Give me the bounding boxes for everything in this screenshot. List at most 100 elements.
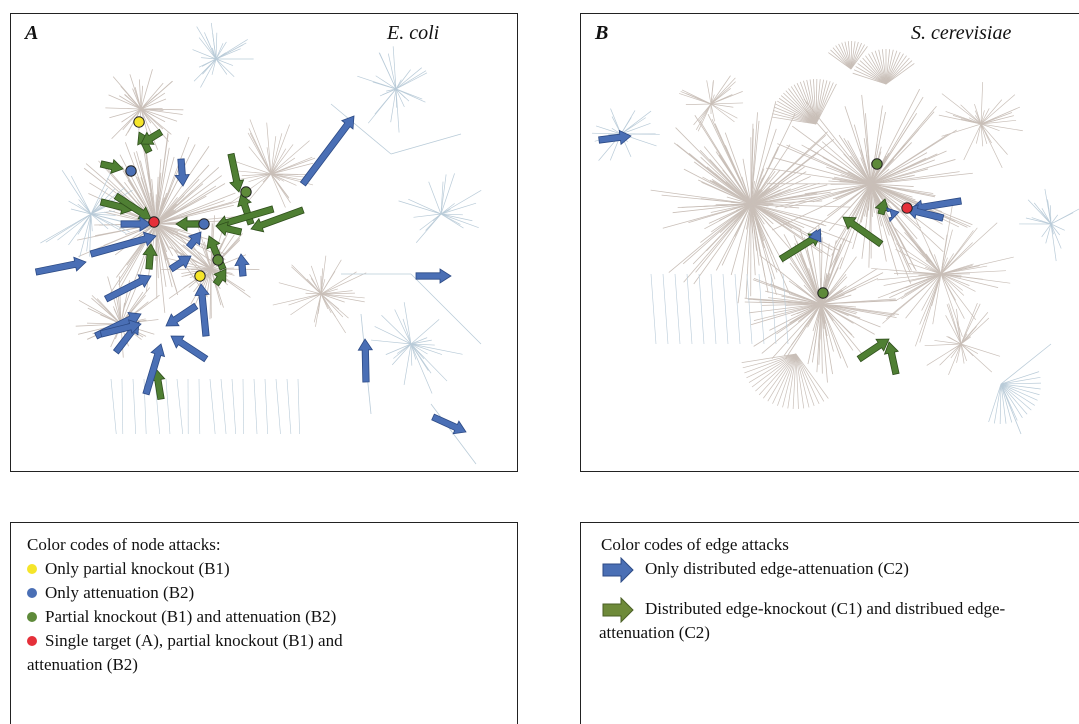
- network-edge: [320, 293, 349, 319]
- green-node: [240, 186, 252, 198]
- network-edge: [155, 175, 222, 225]
- network-edge: [748, 353, 797, 383]
- network-edge: [140, 108, 178, 122]
- network-edge: [241, 173, 272, 177]
- network-edge: [68, 213, 92, 246]
- network-edge: [87, 307, 122, 325]
- network-edge: [90, 213, 116, 216]
- network-edge: [963, 123, 982, 161]
- network-edge: [693, 103, 712, 126]
- network-edge: [820, 303, 861, 319]
- network-edge: [270, 165, 278, 175]
- network-edge: [750, 203, 851, 208]
- network-edge: [750, 183, 809, 205]
- yeast-network-graph: [591, 40, 1079, 435]
- network-edge: [777, 353, 797, 406]
- network-edge: [724, 132, 752, 205]
- network-edge: [750, 120, 760, 205]
- green-arrow: [250, 206, 305, 233]
- network-edge: [742, 353, 797, 369]
- network-edge: [650, 189, 752, 205]
- network-edge: [772, 109, 817, 125]
- network-edge: [975, 123, 982, 144]
- blue-node: [198, 218, 210, 230]
- network-edge: [940, 273, 965, 319]
- node-attack-legend: Color codes of node attacks: Only partia…: [10, 522, 518, 724]
- network-edge: [945, 315, 962, 345]
- network-edge: [320, 272, 367, 295]
- network-edge: [440, 190, 482, 215]
- network-edge: [215, 41, 227, 60]
- network-edge: [850, 44, 865, 70]
- network-edge: [124, 94, 142, 110]
- network-edge: [620, 123, 651, 135]
- network-edge: [980, 99, 1003, 125]
- network-edge: [386, 88, 397, 92]
- network-edge: [215, 58, 235, 77]
- network-edge: [885, 55, 907, 85]
- network-edge: [1000, 383, 1038, 401]
- network-edge: [870, 117, 915, 185]
- network-edge: [960, 343, 965, 364]
- network-edge: [753, 298, 822, 305]
- network-edge: [320, 290, 353, 295]
- network-edge: [202, 58, 217, 75]
- network-edge: [787, 353, 797, 409]
- network-edge: [722, 169, 752, 205]
- network-edge: [440, 202, 477, 215]
- network-edge: [291, 266, 322, 295]
- network-edge: [391, 343, 412, 366]
- network-edge: [868, 53, 887, 85]
- network-edge: [940, 265, 973, 275]
- network-edge: [710, 75, 731, 105]
- network-edge: [1000, 376, 1041, 385]
- network-edge: [783, 92, 817, 125]
- network-edge: [891, 224, 942, 275]
- green-arrow-icon: [602, 597, 634, 623]
- panel-b-organism: S. cerevisiae: [911, 22, 1012, 44]
- network-edge: [57, 213, 92, 241]
- network-edge: [750, 203, 848, 228]
- network-edge: [850, 40, 853, 70]
- network-edge: [1050, 214, 1059, 225]
- network-edge: [1041, 223, 1052, 238]
- network-edge: [679, 93, 712, 105]
- network-edge: [700, 198, 752, 205]
- network-edge: [948, 343, 962, 375]
- blue-arrow: [886, 207, 900, 223]
- blue-arrow: [174, 158, 190, 187]
- network-edge: [206, 268, 212, 296]
- network-edge: [98, 304, 122, 325]
- network-edge: [378, 52, 397, 90]
- network-edge: [820, 303, 856, 308]
- network-edge: [1000, 383, 1035, 406]
- network-edge: [939, 343, 962, 366]
- blue-arrow: [357, 338, 374, 383]
- network-edge: [270, 148, 287, 175]
- network-edge: [410, 343, 428, 355]
- network-edge: [806, 79, 817, 125]
- network-edge: [820, 303, 828, 383]
- network-edge: [796, 82, 817, 125]
- network-edge: [707, 114, 752, 205]
- network-edge: [272, 293, 322, 306]
- network-edge: [40, 213, 92, 244]
- green-node: [212, 254, 224, 266]
- network-edge: [932, 273, 942, 325]
- network-edge: [395, 72, 428, 90]
- network-edge: [674, 273, 681, 345]
- network-edge: [198, 378, 201, 435]
- yellow-node: [194, 270, 206, 282]
- network-edge: [410, 343, 463, 355]
- network-edge: [270, 173, 291, 204]
- network-edge: [960, 326, 977, 345]
- network-edge: [804, 303, 822, 328]
- network-edge: [877, 273, 942, 281]
- network-edge: [790, 303, 822, 317]
- network-edge: [137, 176, 157, 225]
- network-edge: [870, 171, 960, 185]
- network-edge: [758, 353, 797, 396]
- network-edge: [795, 353, 815, 407]
- green-arrow: [212, 268, 227, 287]
- network-edge: [262, 173, 272, 183]
